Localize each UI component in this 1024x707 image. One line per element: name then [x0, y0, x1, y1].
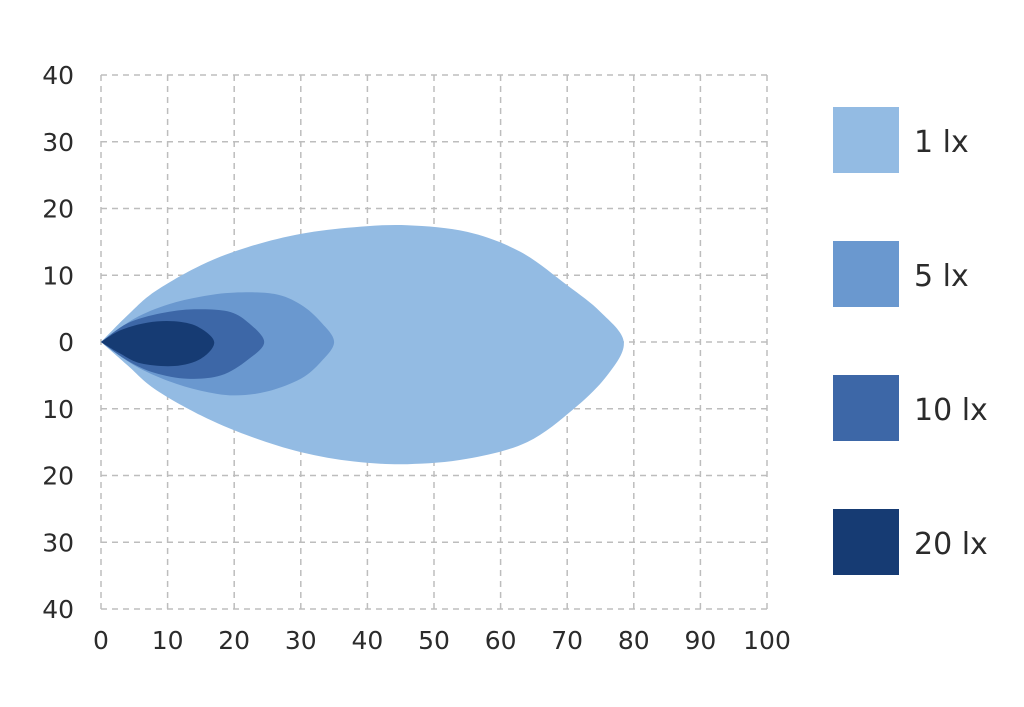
legend-swatch — [833, 375, 899, 441]
area-1-lx — [101, 224, 624, 465]
legend-label: 10 lx — [914, 393, 988, 428]
y-tick-label: 10 — [42, 261, 74, 290]
y-tick-label: 30 — [42, 528, 74, 557]
x-tick-label: 10 — [152, 626, 184, 655]
legend: 1 lx 5 lx 10 lx 20 lx — [833, 107, 988, 575]
x-tick-label: 0 — [93, 626, 109, 655]
y-tick-label: 0 — [58, 328, 74, 357]
x-axis-ticks: 0 10 20 30 40 50 60 70 80 90 100 — [93, 626, 791, 655]
x-tick-label: 40 — [351, 626, 383, 655]
x-tick-label: 60 — [485, 626, 517, 655]
y-tick-label: 40 — [42, 61, 74, 90]
legend-swatch — [833, 509, 899, 575]
x-tick-label: 100 — [743, 626, 791, 655]
isolux-areas — [101, 224, 624, 465]
legend-label: 5 lx — [914, 259, 969, 294]
y-tick-label: 30 — [42, 128, 74, 157]
legend-swatch — [833, 107, 899, 173]
legend-swatch — [833, 241, 899, 307]
x-tick-label: 80 — [618, 626, 650, 655]
x-tick-label: 50 — [418, 626, 450, 655]
y-tick-label: 20 — [42, 195, 74, 224]
x-tick-label: 90 — [684, 626, 716, 655]
legend-label: 1 lx — [914, 125, 969, 160]
y-tick-label: 20 — [42, 462, 74, 491]
y-axis-ticks: 40 30 20 10 0 10 20 30 40 — [42, 61, 74, 624]
y-tick-label: 40 — [42, 595, 74, 624]
y-tick-label: 10 — [42, 395, 74, 424]
area-20-lx — [101, 321, 215, 367]
legend-label: 20 lx — [914, 527, 988, 562]
x-tick-label: 30 — [285, 626, 317, 655]
x-tick-label: 70 — [551, 626, 583, 655]
x-tick-label: 20 — [218, 626, 250, 655]
